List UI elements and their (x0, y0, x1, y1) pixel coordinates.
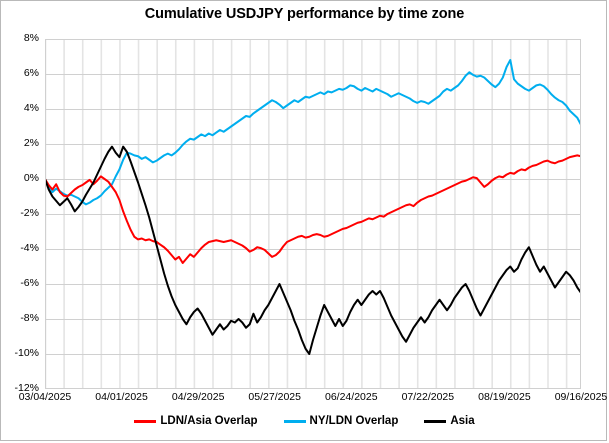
legend-item[interactable]: Asia (424, 415, 475, 427)
series-line-asia (45, 145, 581, 355)
y-axis-tick-label: -2% (20, 207, 39, 219)
y-axis-tick-label: -4% (20, 242, 39, 254)
legend-label: Asia (450, 415, 475, 427)
plot-area (45, 39, 581, 389)
series-line-ny-ldn-overlap (45, 59, 581, 206)
y-axis-tick-label: 0% (23, 172, 39, 184)
legend-color-swatch (134, 419, 157, 423)
legend-color-swatch (283, 419, 306, 423)
x-axis-tick-label: 08/19/2025 (478, 391, 531, 403)
x-axis-tick-label: 04/29/2025 (171, 391, 225, 403)
legend-color-swatch (424, 419, 447, 423)
plot-border (45, 39, 581, 389)
legend-item[interactable]: LDN/Asia Overlap (134, 415, 258, 427)
y-axis-tick-label: 8% (23, 32, 39, 44)
y-axis-tick-label: -6% (20, 277, 39, 289)
x-axis-tick-label: 05/27/2025 (248, 391, 301, 403)
y-axis-tick-label: 6% (23, 67, 39, 79)
y-axis-tick-label: -10% (14, 347, 39, 359)
series-canvas (45, 39, 581, 389)
y-axis-tick-label: 4% (23, 102, 39, 114)
y-axis-tick-label: 2% (23, 137, 39, 149)
x-axis-tick-label: 04/01/2025 (95, 391, 148, 403)
legend-label: LDN/Asia Overlap (160, 415, 258, 427)
series-line-ldn-asia-overlap (45, 154, 581, 264)
x-axis-tick-label: 06/24/2025 (325, 391, 378, 403)
x-axis-tick-label: 03/04/2025 (18, 391, 72, 403)
chart-legend: LDN/Asia Overlap NY/LDN Overlap Asia (1, 415, 608, 427)
legend-label: NY/LDN Overlap (309, 415, 399, 427)
chart-title: Cumulative USDJPY performance by time zo… (144, 6, 465, 22)
y-axis-tick-label: -12% (14, 382, 39, 394)
x-axis-tick-label: 07/22/2025 (401, 391, 455, 403)
x-axis-tick-label: 09/16/2025 (554, 391, 608, 403)
legend-item[interactable]: NY/LDN Overlap (283, 415, 399, 427)
y-axis-tick-label: -8% (20, 312, 39, 324)
